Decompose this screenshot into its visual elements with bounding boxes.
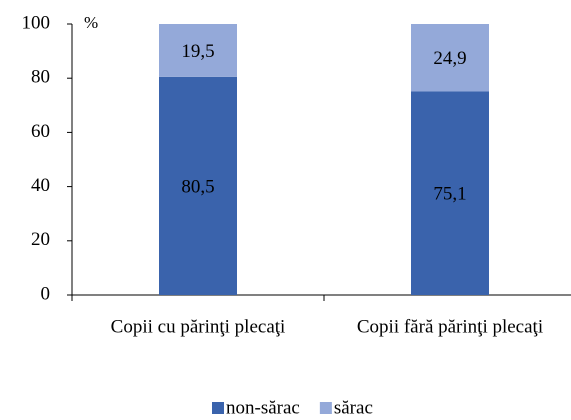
bar-segment (159, 24, 237, 77)
bar-segment (411, 24, 489, 92)
y-tick-label: 0 (41, 283, 51, 304)
legend-swatch (212, 402, 224, 414)
y-unit: % (84, 13, 98, 32)
y-tick-label: 80 (31, 67, 50, 88)
legend-label: sărac (334, 397, 373, 418)
y-tick-label: 60 (31, 121, 50, 142)
data-label: 80,5 (181, 176, 214, 197)
x-tick-label: Copii fără părinţi plecaţi (357, 316, 543, 337)
bar-segment (411, 91, 489, 295)
legend-swatch (319, 402, 332, 414)
y-tick-label: 20 (31, 229, 50, 250)
data-label: 75,1 (433, 184, 466, 205)
legend-label: non-sărac (226, 397, 300, 418)
bar-segment (159, 76, 237, 295)
x-tick-label: Copii cu părinţi plecaţi (111, 316, 286, 337)
y-tick-label: 40 (31, 175, 50, 196)
data-label: 19,5 (181, 41, 214, 62)
data-label: 24,9 (433, 48, 466, 69)
y-tick-label: 100 (22, 12, 51, 33)
